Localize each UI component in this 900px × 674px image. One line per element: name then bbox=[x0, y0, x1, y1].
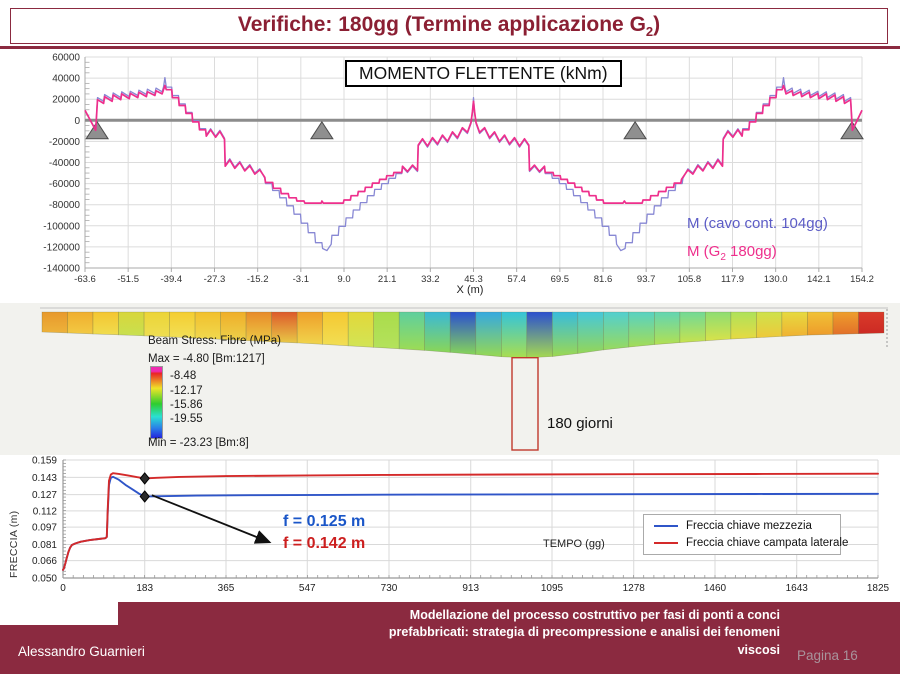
svg-text:69.5: 69.5 bbox=[551, 274, 570, 285]
deflection-legend-entry-blue: Freccia chiave mezzezia bbox=[654, 520, 840, 532]
title-divider bbox=[0, 46, 900, 49]
moment-chart: 60000 40000 20000 0 -20000 -40000 -60000 -80000… bbox=[43, 53, 874, 286]
beam-stress-panel: Beam Stress: Fibre (MPa) Max = -4.80 [Bm… bbox=[0, 303, 900, 455]
svg-text:60000: 60000 bbox=[52, 53, 80, 64]
beam-time-annotation: 180 giorni bbox=[547, 415, 613, 432]
axes bbox=[62, 459, 879, 579]
deflection-y-axis-label: FRECCIA (m) bbox=[8, 510, 20, 578]
svg-text:-3.1: -3.1 bbox=[293, 274, 309, 285]
pier-outline bbox=[511, 357, 539, 451]
tick-labels: 0.159 0.143 0.127 0.112 0.097 0.081 0.066 0.050… bbox=[32, 456, 890, 595]
svg-text:-39.4: -39.4 bbox=[161, 274, 183, 285]
deflection-annotation-midspan: f = 0.125 m bbox=[283, 513, 366, 530]
svg-text:0.081: 0.081 bbox=[32, 540, 57, 551]
deflection-x-axis-label: TEMPO (gg) bbox=[543, 538, 605, 550]
svg-text:183: 183 bbox=[136, 583, 153, 594]
svg-text:81.6: 81.6 bbox=[594, 274, 613, 285]
svg-text:-80000: -80000 bbox=[49, 200, 81, 211]
moment-x-axis-label: X (m) bbox=[456, 284, 484, 296]
svg-text:21.1: 21.1 bbox=[378, 274, 397, 285]
deflection-annotation-side-span: f = 0.142 m bbox=[283, 535, 366, 552]
stress-scale-value-4: -19.55 bbox=[170, 413, 203, 425]
stress-max-label: Max = -4.80 [Bm:1217] bbox=[148, 353, 265, 365]
svg-text:45.3: 45.3 bbox=[464, 274, 483, 285]
stress-scale-value-1: -8.48 bbox=[170, 370, 197, 382]
svg-text:130.0: 130.0 bbox=[764, 274, 788, 285]
svg-text:0.159: 0.159 bbox=[32, 456, 57, 467]
svg-text:1825: 1825 bbox=[867, 583, 890, 594]
svg-text:0.097: 0.097 bbox=[32, 523, 57, 534]
svg-text:40000: 40000 bbox=[52, 74, 80, 85]
series-1 bbox=[62, 472, 879, 571]
svg-text:-20000: -20000 bbox=[49, 137, 81, 148]
deflection-chart-panel: 0.159 0.143 0.127 0.112 0.097 0.081 0.066 0.050… bbox=[0, 455, 900, 595]
svg-text:33.2: 33.2 bbox=[421, 274, 440, 285]
svg-text:0.112: 0.112 bbox=[33, 506, 58, 517]
svg-text:142.1: 142.1 bbox=[807, 274, 831, 285]
svg-text:154.2: 154.2 bbox=[850, 274, 874, 285]
deflection-legend-label: Freccia chiave campata laterale bbox=[686, 537, 849, 549]
stress-scale-value-2: -12.17 bbox=[170, 385, 203, 397]
red-line-sample bbox=[654, 542, 678, 544]
svg-text:117.9: 117.9 bbox=[721, 274, 744, 285]
svg-text:93.7: 93.7 bbox=[637, 274, 656, 285]
svg-text:913: 913 bbox=[462, 583, 479, 594]
deflection-chart-legend: Freccia chiave mezzezia Freccia chiave c… bbox=[643, 514, 848, 555]
footer-author: Alessandro Guarnieri bbox=[18, 644, 145, 659]
series-1 bbox=[84, 84, 863, 204]
moment-chart-legend: M (cavo cont. 104gg) M (G2 180gg) bbox=[687, 213, 828, 269]
moment-chart-title: MOMENTO FLETTENTE (kNm) bbox=[345, 60, 622, 87]
svg-text:1278: 1278 bbox=[623, 583, 646, 594]
svg-text:0.050: 0.050 bbox=[32, 574, 57, 585]
svg-text:0.127: 0.127 bbox=[32, 490, 57, 501]
footer-presentation-title: Modellazione del processo costruttivo pe… bbox=[388, 608, 780, 657]
svg-text:-140000: -140000 bbox=[43, 264, 80, 275]
svg-text:0: 0 bbox=[60, 583, 66, 594]
footer-page-number: Pagina 16 bbox=[797, 648, 858, 663]
axes bbox=[84, 57, 863, 272]
stress-legend-title: Beam Stress: Fibre (MPa) bbox=[148, 335, 281, 347]
svg-text:-63.6: -63.6 bbox=[74, 274, 96, 285]
svg-text:730: 730 bbox=[381, 583, 398, 594]
deflection-chart: 0.159 0.143 0.127 0.112 0.097 0.081 0.066 0.050… bbox=[32, 456, 890, 595]
deflection-legend-label: Freccia chiave mezzezia bbox=[686, 520, 812, 532]
slide-title: Verifiche: 180gg (Termine applicazione G… bbox=[10, 8, 888, 44]
moment-legend-entry-blue: M (cavo cont. 104gg) bbox=[687, 215, 828, 232]
svg-text:0.066: 0.066 bbox=[32, 556, 57, 567]
deflection-legend-entry-red: Freccia chiave campata laterale bbox=[654, 537, 848, 549]
beam-stress-figure bbox=[40, 307, 888, 451]
stress-scale-value-3: -15.86 bbox=[170, 399, 203, 411]
svg-text:-51.5: -51.5 bbox=[117, 274, 139, 285]
svg-text:105.8: 105.8 bbox=[677, 274, 701, 285]
svg-text:365: 365 bbox=[218, 583, 235, 594]
footer-bar bbox=[0, 625, 900, 674]
svg-text:57.4: 57.4 bbox=[507, 274, 526, 285]
svg-text:-100000: -100000 bbox=[43, 221, 80, 232]
blue-line-sample bbox=[654, 525, 678, 527]
slide-title-text: Verifiche: 180gg (Termine applicazione G… bbox=[237, 12, 661, 40]
svg-text:0.143: 0.143 bbox=[32, 473, 57, 484]
svg-text:0: 0 bbox=[74, 116, 80, 127]
svg-text:-60000: -60000 bbox=[49, 179, 81, 190]
svg-text:9.0: 9.0 bbox=[337, 274, 350, 285]
diamond-markers bbox=[139, 472, 150, 503]
svg-text:-120000: -120000 bbox=[43, 242, 80, 253]
moment-legend-entry-magenta: M (G2 180gg) bbox=[687, 243, 777, 263]
tick-labels: 60000 40000 20000 0 -20000 -40000 -60000 -80000… bbox=[43, 53, 874, 286]
stress-min-label: Min = -23.23 [Bm:8] bbox=[148, 437, 249, 449]
svg-text:20000: 20000 bbox=[52, 95, 80, 106]
svg-text:-40000: -40000 bbox=[49, 158, 81, 169]
svg-text:-27.3: -27.3 bbox=[204, 274, 226, 285]
svg-text:1460: 1460 bbox=[704, 583, 727, 594]
svg-text:1095: 1095 bbox=[541, 583, 564, 594]
svg-text:-15.2: -15.2 bbox=[247, 274, 269, 285]
svg-text:1643: 1643 bbox=[786, 583, 809, 594]
beam-segments bbox=[41, 311, 885, 359]
annotation-arrow bbox=[151, 494, 272, 544]
svg-text:547: 547 bbox=[299, 583, 316, 594]
stress-colorbar bbox=[150, 366, 163, 439]
moment-chart-panel: 60000 40000 20000 0 -20000 -40000 -60000 -80000… bbox=[0, 50, 900, 303]
